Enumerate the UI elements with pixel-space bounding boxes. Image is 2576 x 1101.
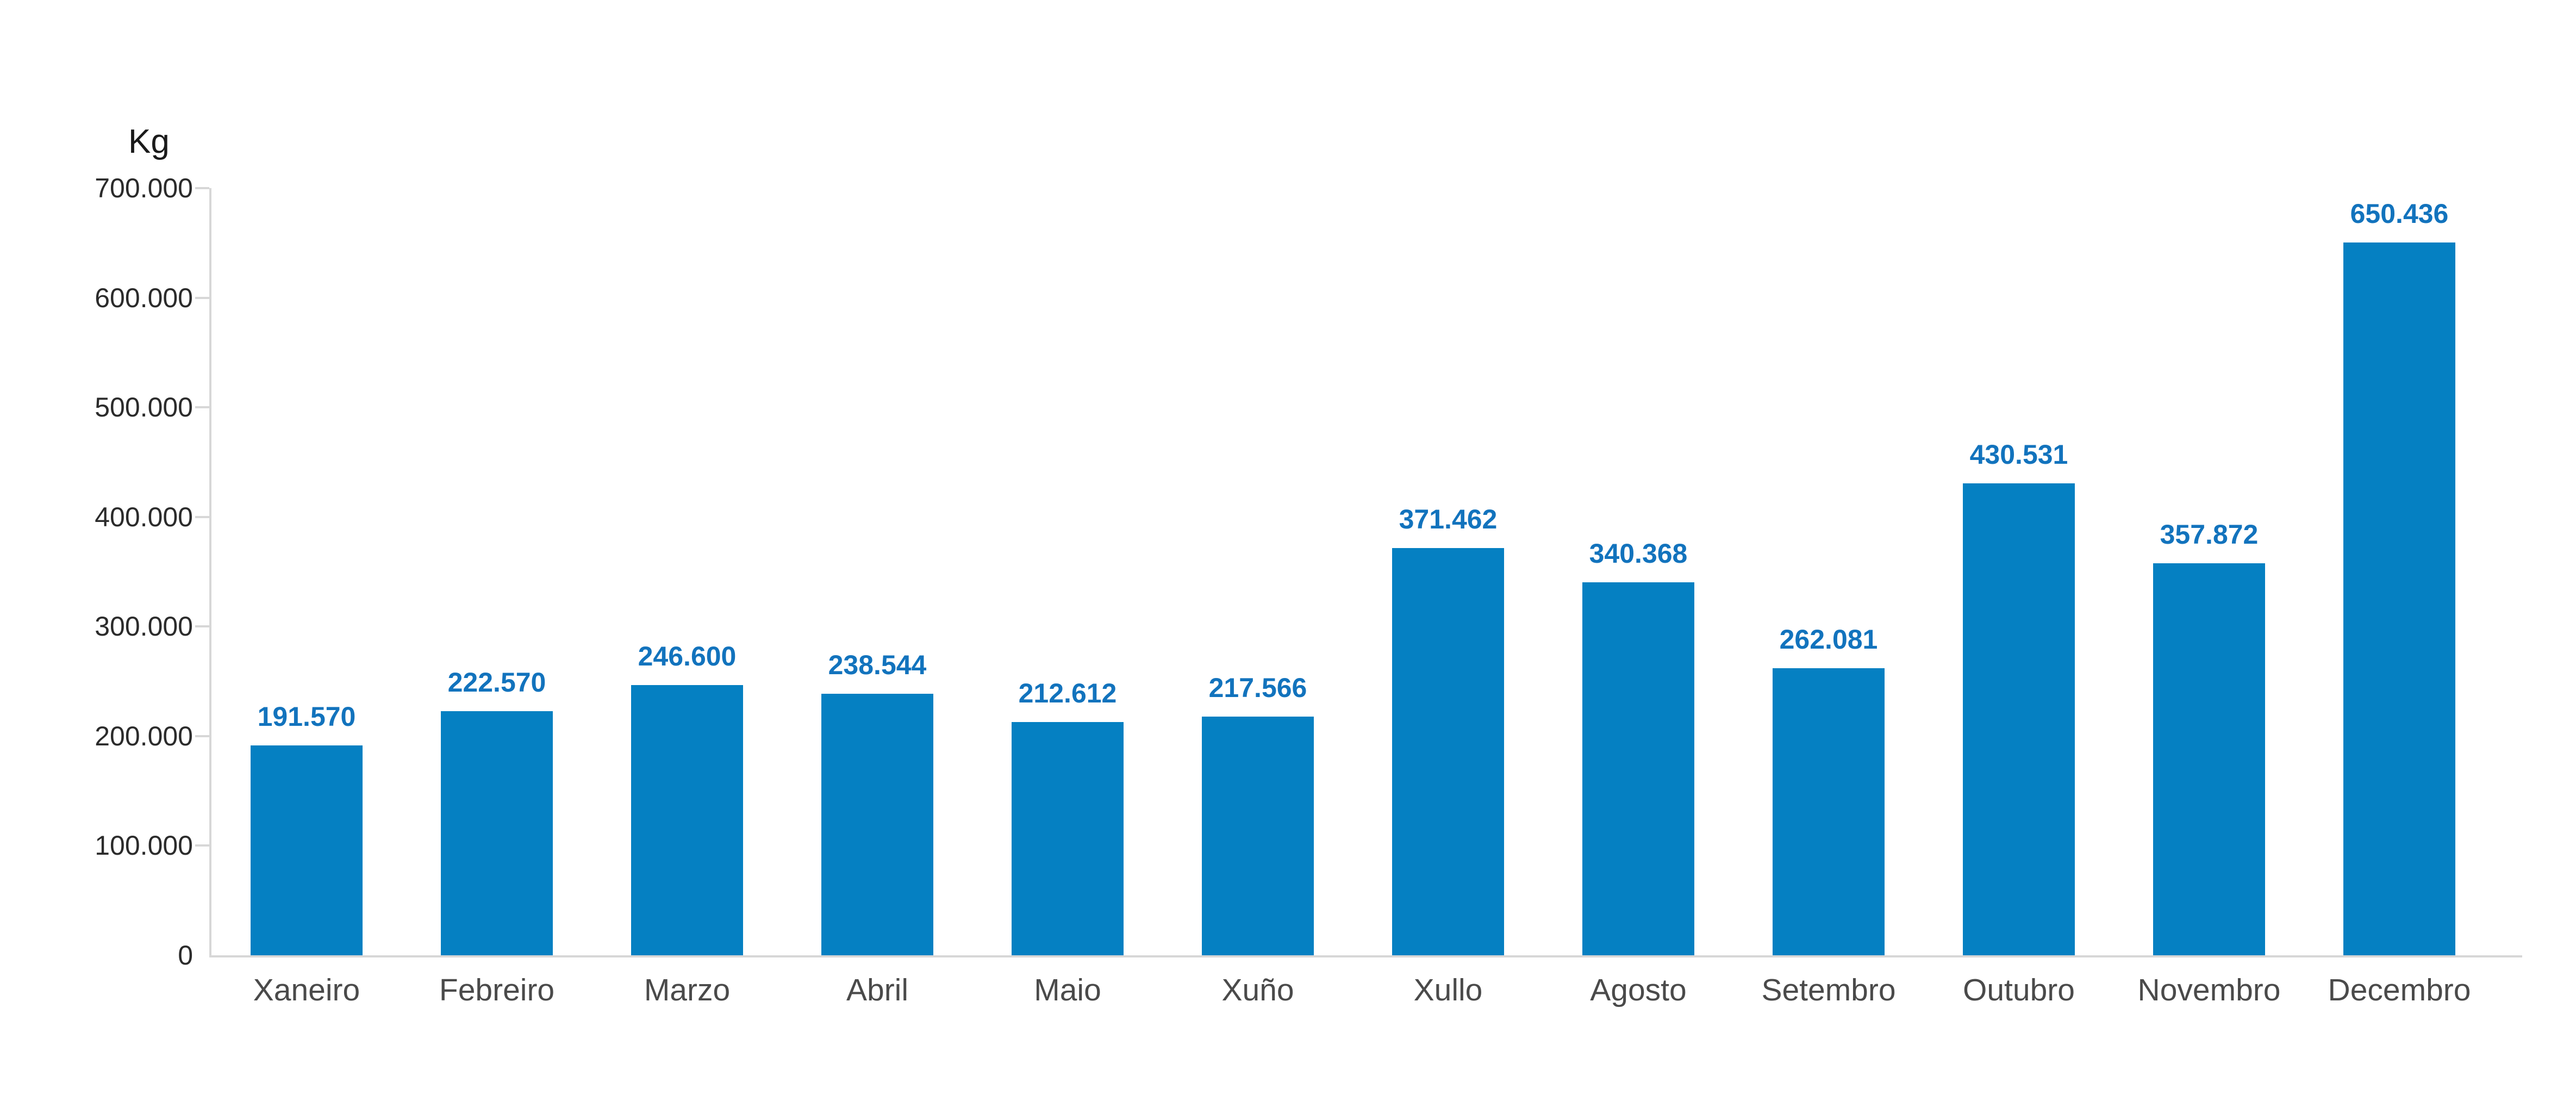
bar-value-label: 262.081 <box>1779 624 1878 655</box>
y-axis-unit-label: Kg <box>128 123 170 160</box>
bar-agosto <box>1582 582 1694 955</box>
bar-outubro <box>1963 483 2075 955</box>
x-tick-label: Marzo <box>644 973 731 1007</box>
x-tick-label: Maio <box>1034 973 1101 1007</box>
bar-decembro <box>2343 242 2455 955</box>
y-tick-label: 300.000 <box>95 611 193 642</box>
bar-setembro <box>1773 668 1885 955</box>
y-tick-mark <box>195 515 209 518</box>
x-tick-label: Xullo <box>1413 973 1483 1007</box>
bar-value-label: 191.570 <box>257 701 356 732</box>
y-tick-label: 200.000 <box>95 720 193 751</box>
x-tick-label: Agosto <box>1590 973 1687 1007</box>
bar-xullo <box>1392 548 1504 955</box>
bar-febreiro <box>441 711 553 955</box>
y-tick-mark <box>195 187 209 189</box>
x-tick-label: Xaneiro <box>253 973 360 1007</box>
bar-value-label: 212.612 <box>1018 678 1117 708</box>
y-axis-line <box>209 188 211 955</box>
x-axis-baseline <box>209 955 2522 957</box>
x-tick-label: Febreiro <box>439 973 555 1007</box>
y-tick-mark <box>195 625 209 628</box>
bar-value-label: 430.531 <box>1969 439 2068 470</box>
x-tick-label: Abril <box>846 973 909 1007</box>
bar-value-label: 222.570 <box>447 667 546 698</box>
y-tick-mark <box>195 735 209 737</box>
y-tick-label: 700.000 <box>95 173 193 203</box>
y-tick-mark <box>195 844 209 847</box>
bar-value-label: 217.566 <box>1208 673 1307 703</box>
bar-value-label: 246.600 <box>638 641 737 671</box>
bar-value-label: 650.436 <box>2350 198 2449 229</box>
bar-xuño <box>1202 717 1314 955</box>
bar-abril <box>821 694 933 955</box>
y-tick-mark <box>195 296 209 299</box>
bar-maio <box>1012 722 1124 955</box>
y-tick-label: 500.000 <box>95 392 193 423</box>
y-tick-label: 0 <box>178 940 193 971</box>
bar-marzo <box>631 685 743 955</box>
bar-value-label: 340.368 <box>1589 538 1688 569</box>
x-tick-label: Setembro <box>1761 973 1896 1007</box>
x-tick-label: Outubro <box>1963 973 2075 1007</box>
y-tick-label: 100.000 <box>95 830 193 861</box>
y-tick-label: 400.000 <box>95 501 193 532</box>
x-tick-label: Xuño <box>1221 973 1294 1007</box>
y-tick-mark <box>195 406 209 409</box>
bar-value-label: 371.462 <box>1399 504 1498 534</box>
bar-xaneiro <box>251 745 363 955</box>
x-tick-label: Novembro <box>2137 973 2281 1007</box>
bar-value-label: 357.872 <box>2160 519 2259 550</box>
x-tick-label: Decembro <box>2328 973 2471 1007</box>
y-tick-label: 600.000 <box>95 282 193 313</box>
bar-value-label: 238.544 <box>828 650 927 680</box>
bar-novembro <box>2153 563 2265 955</box>
